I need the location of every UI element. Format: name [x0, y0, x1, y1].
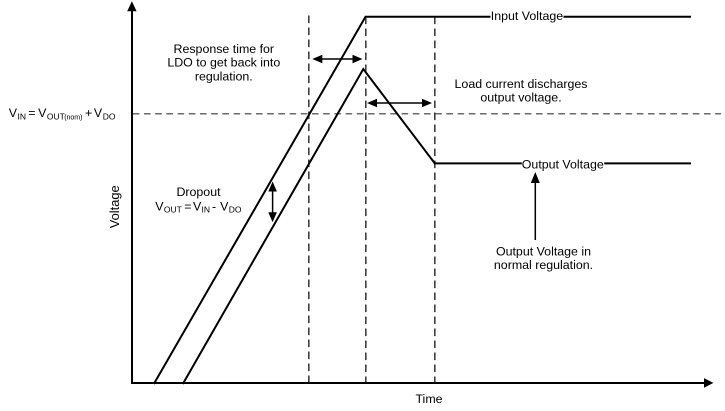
svg-text:normal regulation.: normal regulation.: [494, 258, 593, 272]
svg-text:OUT: OUT: [164, 205, 182, 215]
svg-text:Response time for: Response time for: [174, 42, 275, 56]
svg-text:Input Voltage: Input Voltage: [491, 9, 563, 23]
svg-text:IN: IN: [202, 205, 211, 215]
svg-text:output voltage.: output voltage.: [480, 91, 561, 105]
svg-text:Load current discharges: Load current discharges: [455, 77, 588, 91]
svg-text:=: =: [28, 106, 35, 120]
svg-text:+: +: [85, 106, 92, 120]
svg-text:V: V: [193, 199, 202, 213]
svg-text:OUT: OUT: [47, 111, 65, 121]
svg-text:Time: Time: [415, 392, 442, 406]
svg-text:regulation.: regulation.: [195, 69, 253, 83]
svg-text:DO: DO: [103, 111, 116, 121]
svg-text:Dropout: Dropout: [176, 185, 221, 199]
svg-text:V: V: [38, 106, 47, 120]
svg-text:=: =: [184, 199, 191, 213]
svg-text:V: V: [94, 106, 103, 120]
svg-text:Output Voltage in: Output Voltage in: [496, 245, 591, 259]
svg-text:Output Voltage: Output Voltage: [522, 158, 604, 172]
svg-text:Voltage: Voltage: [107, 185, 122, 228]
svg-text:V: V: [9, 106, 18, 120]
svg-text:V: V: [155, 199, 164, 213]
svg-text:V: V: [220, 199, 229, 213]
svg-text:LDO to get back into: LDO to get back into: [167, 56, 280, 70]
svg-text:(nom): (nom): [64, 114, 82, 121]
svg-text:-: -: [212, 199, 216, 213]
svg-text:DO: DO: [229, 205, 242, 215]
svg-text:IN: IN: [18, 111, 27, 121]
